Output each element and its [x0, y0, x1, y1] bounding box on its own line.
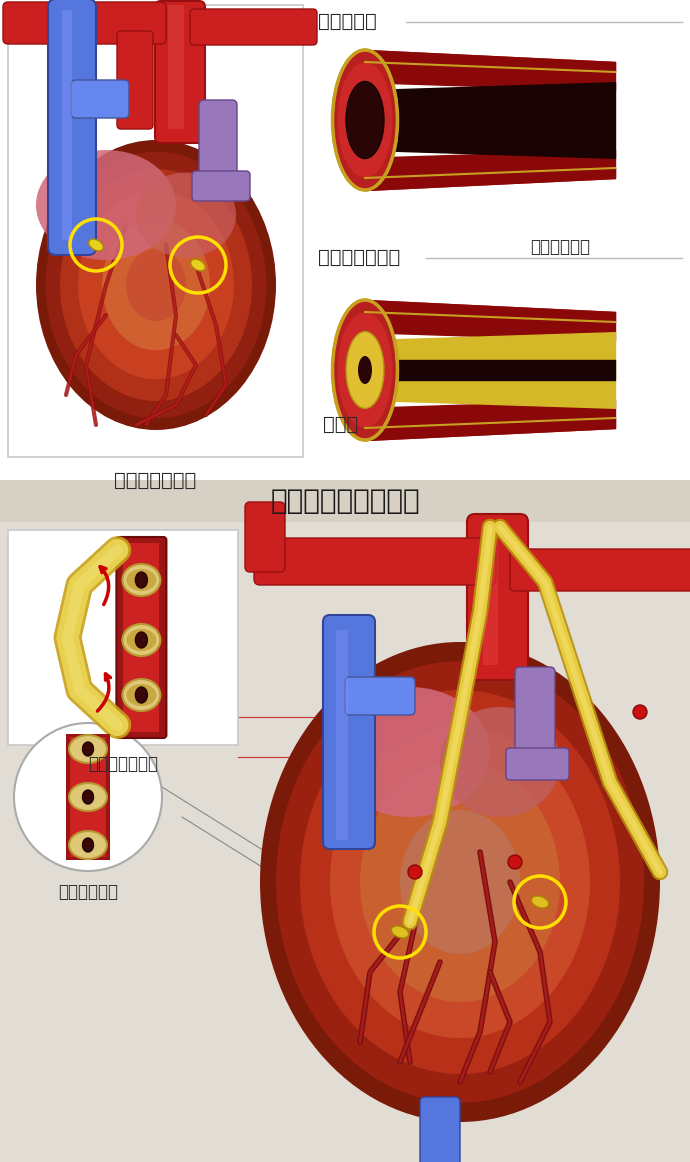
Ellipse shape — [333, 50, 397, 191]
Bar — [336, 630, 348, 840]
Text: 新しいバイパス: 新しいバイパス — [88, 755, 158, 773]
Ellipse shape — [60, 168, 252, 401]
FancyBboxPatch shape — [467, 514, 528, 680]
Text: 急性心筋梗塞: 急性心筋梗塞 — [530, 238, 590, 256]
Ellipse shape — [276, 661, 644, 1103]
Bar — [62, 10, 72, 241]
Ellipse shape — [83, 790, 94, 804]
Ellipse shape — [122, 679, 160, 711]
Ellipse shape — [346, 331, 384, 409]
Ellipse shape — [46, 151, 266, 418]
Ellipse shape — [88, 239, 104, 251]
FancyBboxPatch shape — [199, 100, 237, 191]
FancyBboxPatch shape — [245, 502, 285, 572]
Ellipse shape — [358, 356, 372, 383]
Circle shape — [508, 855, 522, 869]
Ellipse shape — [122, 624, 160, 657]
Ellipse shape — [333, 300, 397, 440]
Text: 詰まった血管: 詰まった血管 — [58, 883, 118, 901]
FancyBboxPatch shape — [345, 677, 415, 715]
Ellipse shape — [83, 743, 94, 756]
Bar — [8, 5, 303, 457]
FancyBboxPatch shape — [192, 171, 250, 201]
Ellipse shape — [440, 706, 560, 817]
Ellipse shape — [126, 569, 157, 591]
Ellipse shape — [260, 641, 660, 1122]
FancyBboxPatch shape — [510, 548, 690, 591]
Bar — [8, 530, 238, 745]
FancyBboxPatch shape — [117, 31, 153, 129]
Bar — [0, 0, 690, 480]
FancyBboxPatch shape — [48, 0, 96, 254]
Ellipse shape — [83, 838, 94, 852]
Ellipse shape — [78, 191, 234, 379]
Ellipse shape — [135, 687, 148, 703]
Ellipse shape — [337, 313, 393, 428]
Text: 狭くなった血管: 狭くなった血管 — [318, 248, 400, 267]
FancyBboxPatch shape — [155, 1, 205, 143]
Ellipse shape — [36, 139, 276, 430]
Ellipse shape — [337, 63, 393, 178]
Text: 心筋梗塞の心臓: 心筋梗塞の心臓 — [115, 471, 197, 490]
FancyBboxPatch shape — [420, 1097, 460, 1162]
FancyBboxPatch shape — [117, 537, 166, 738]
Bar — [66, 734, 110, 860]
Ellipse shape — [400, 810, 520, 954]
Ellipse shape — [122, 564, 160, 596]
FancyBboxPatch shape — [515, 667, 555, 767]
Ellipse shape — [69, 736, 107, 763]
Bar — [0, 522, 690, 1162]
Bar — [70, 737, 106, 856]
Ellipse shape — [300, 690, 620, 1074]
Circle shape — [408, 865, 422, 878]
Ellipse shape — [330, 726, 590, 1038]
Ellipse shape — [136, 172, 236, 258]
Ellipse shape — [126, 684, 157, 706]
Bar — [0, 480, 690, 522]
Ellipse shape — [36, 150, 176, 260]
Ellipse shape — [69, 783, 107, 811]
Ellipse shape — [360, 762, 560, 1002]
Ellipse shape — [102, 220, 210, 350]
Ellipse shape — [135, 572, 148, 588]
Ellipse shape — [190, 259, 206, 271]
FancyBboxPatch shape — [3, 2, 166, 44]
FancyBboxPatch shape — [168, 5, 184, 129]
Ellipse shape — [69, 831, 107, 859]
FancyBboxPatch shape — [71, 80, 129, 119]
FancyBboxPatch shape — [506, 748, 569, 780]
FancyBboxPatch shape — [190, 9, 317, 45]
Bar — [124, 543, 159, 732]
Ellipse shape — [126, 629, 157, 651]
Circle shape — [14, 723, 162, 872]
Text: 冠動脈バイパス手術: 冠動脈バイパス手術 — [270, 487, 420, 515]
Text: 正常な血管: 正常な血管 — [318, 12, 377, 31]
Ellipse shape — [391, 926, 408, 938]
FancyBboxPatch shape — [323, 615, 375, 849]
FancyBboxPatch shape — [254, 538, 496, 584]
Bar — [483, 530, 498, 665]
Circle shape — [633, 705, 647, 719]
Ellipse shape — [346, 81, 384, 158]
Text: 狭心症: 狭心症 — [323, 415, 358, 433]
Ellipse shape — [126, 249, 186, 321]
Ellipse shape — [330, 687, 490, 817]
Ellipse shape — [531, 896, 549, 908]
Ellipse shape — [135, 632, 148, 648]
